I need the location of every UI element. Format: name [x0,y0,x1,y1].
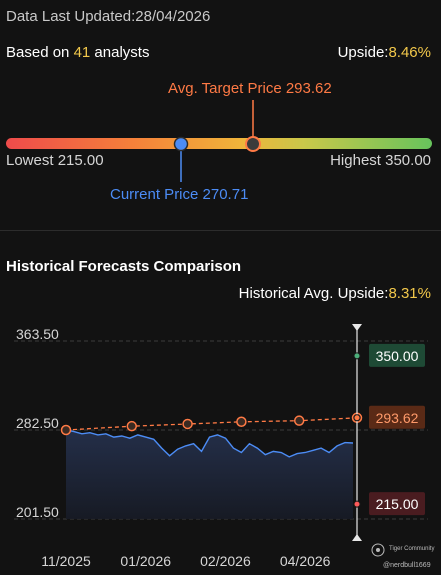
forecast-point [182,418,193,430]
x-axis: 11/2025 01/2026 02/2026 04/2026 [41,553,330,569]
x-tick-label: 01/2026 [120,553,171,569]
y-tick-label: 363.50 [16,326,59,342]
y-tick-label: 201.50 [16,504,59,520]
low-tag-label: 215.00 [376,496,419,512]
current-price-marker[interactable] [173,136,189,152]
historical-upside-value: 8.31% [388,285,431,302]
avg-tag-label: 293.62 [376,410,419,426]
x-tick-label: 04/2026 [280,553,331,569]
lowest-target-label: Lowest 215.00 [6,152,104,169]
price-line [65,429,354,458]
current-price-label: Current Price 270.71 [110,186,249,203]
low-dot [353,500,361,508]
high-dot [353,352,361,360]
avg-dot [353,414,361,422]
analyst-count-text: Based on 41 analysts [6,44,149,61]
gauge-markers [173,136,261,152]
watermark-brand: Tiger Community [389,546,434,552]
y-axis: 363.50 282.50 201.50 [16,326,59,520]
analyst-count: 41 [73,44,91,61]
upside: Upside:8.46% [338,44,431,61]
forecast-point [60,424,72,436]
last-updated-date: 28/04/2026 [135,8,211,25]
avg-tag [369,405,425,429]
x-tick-label: 02/2026 [200,553,251,569]
forecast-points [60,412,363,436]
tiger-logo-icon [371,543,385,557]
price-tags: 350.00 293.62 215.00 [353,343,425,516]
historical-forecast-chart[interactable]: 363.50 282.50 201.50 11/2025 01/2026 02/2026… [0,315,441,575]
highest-target-label: Highest 350.00 [330,152,431,169]
low-tag [369,492,425,516]
last-updated: Data Last Updated:28/04/2026 [6,8,210,25]
upside-label: Upside: [337,44,389,61]
historical-upside-label: Historical Avg. Upside: [238,285,389,302]
based-prefix: Based on [6,44,74,61]
historical-upside: Historical Avg. Upside:8.31% [239,285,431,302]
x-tick-label: 11/2025 [41,553,91,569]
tiger-community-watermark: Tiger Community @nerdbull1669 [371,543,434,569]
price-area [66,430,353,519]
upside-value: 8.46% [388,44,431,61]
high-tag-label: 350.00 [376,348,419,364]
watermark-user: @nerdbull1669 [383,562,431,569]
forecast-point [126,420,138,432]
forecast-point [293,415,305,426]
crosshair-top-handle [352,324,362,331]
analyst-range-gauge [6,138,432,149]
crosshair-bottom-handle [352,534,362,541]
avg-target-label: Avg. Target Price 293.62 [168,80,332,97]
forecast-line [65,417,358,431]
last-updated-label: Data Last Updated: [6,8,136,25]
based-suffix: analysts [90,44,150,61]
section-title: Historical Forecasts Comparison [6,258,242,275]
y-tick-label: 282.50 [16,415,59,431]
high-tag [369,343,425,367]
forecast-point [236,416,247,428]
section-divider [0,230,441,231]
avg-target-marker[interactable] [245,136,261,152]
